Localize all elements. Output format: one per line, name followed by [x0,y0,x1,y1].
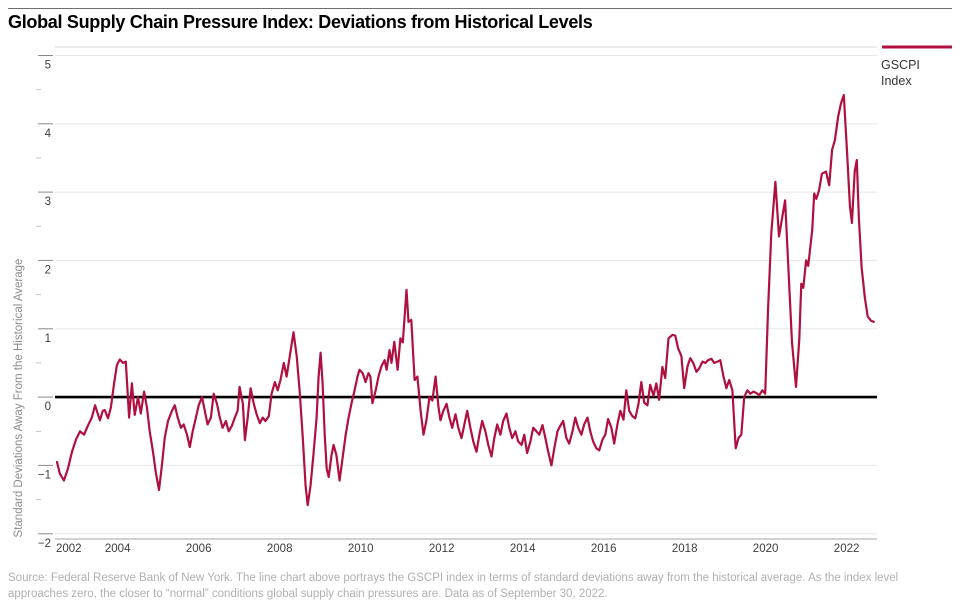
legend-label-line2: Index [881,74,912,88]
y-tick-label: −2 [38,538,51,550]
y-tick-label: 1 [45,333,51,345]
x-tick-label: 2002 [56,543,82,555]
x-tick-label: 2020 [753,543,779,555]
x-tick-label: 2012 [429,543,455,555]
source-note: Source: Federal Reserve Bank of New York… [8,570,954,603]
x-tick-label: 2004 [105,543,131,555]
top-divider-rule [8,8,952,9]
gscpi-line-chart: GSCPI Index Standard Deviations Away Fro… [13,45,952,555]
x-tick-label: 2018 [672,543,698,555]
y-tick-label: 2 [45,264,51,276]
y-tick-label: 0 [45,401,51,413]
y-tick-label: 5 [45,60,51,72]
source-note-line2: approaches zero, the closer to “normal” … [8,588,608,601]
y-tick-label: 3 [45,196,51,208]
x-tick-label: 2010 [348,543,374,555]
x-tick-label: 2008 [267,543,293,555]
y-tick-label: −1 [38,469,51,481]
gscpi-series-line [55,94,875,507]
x-tick-label: 2006 [186,543,212,555]
y-tick-label: 4 [45,128,52,140]
x-tick-label: 2016 [591,543,617,555]
legend-label-line1: GSCPI [881,58,920,72]
source-note-line1: Source: Federal Reserve Bank of New York… [8,572,899,584]
page-title: Global Supply Chain Pressure Index: Devi… [8,12,593,32]
x-tick-label: 2022 [834,543,860,555]
x-tick-label: 2014 [510,543,536,555]
y-axis-title: Standard Deviations Away From the Histor… [13,259,25,538]
